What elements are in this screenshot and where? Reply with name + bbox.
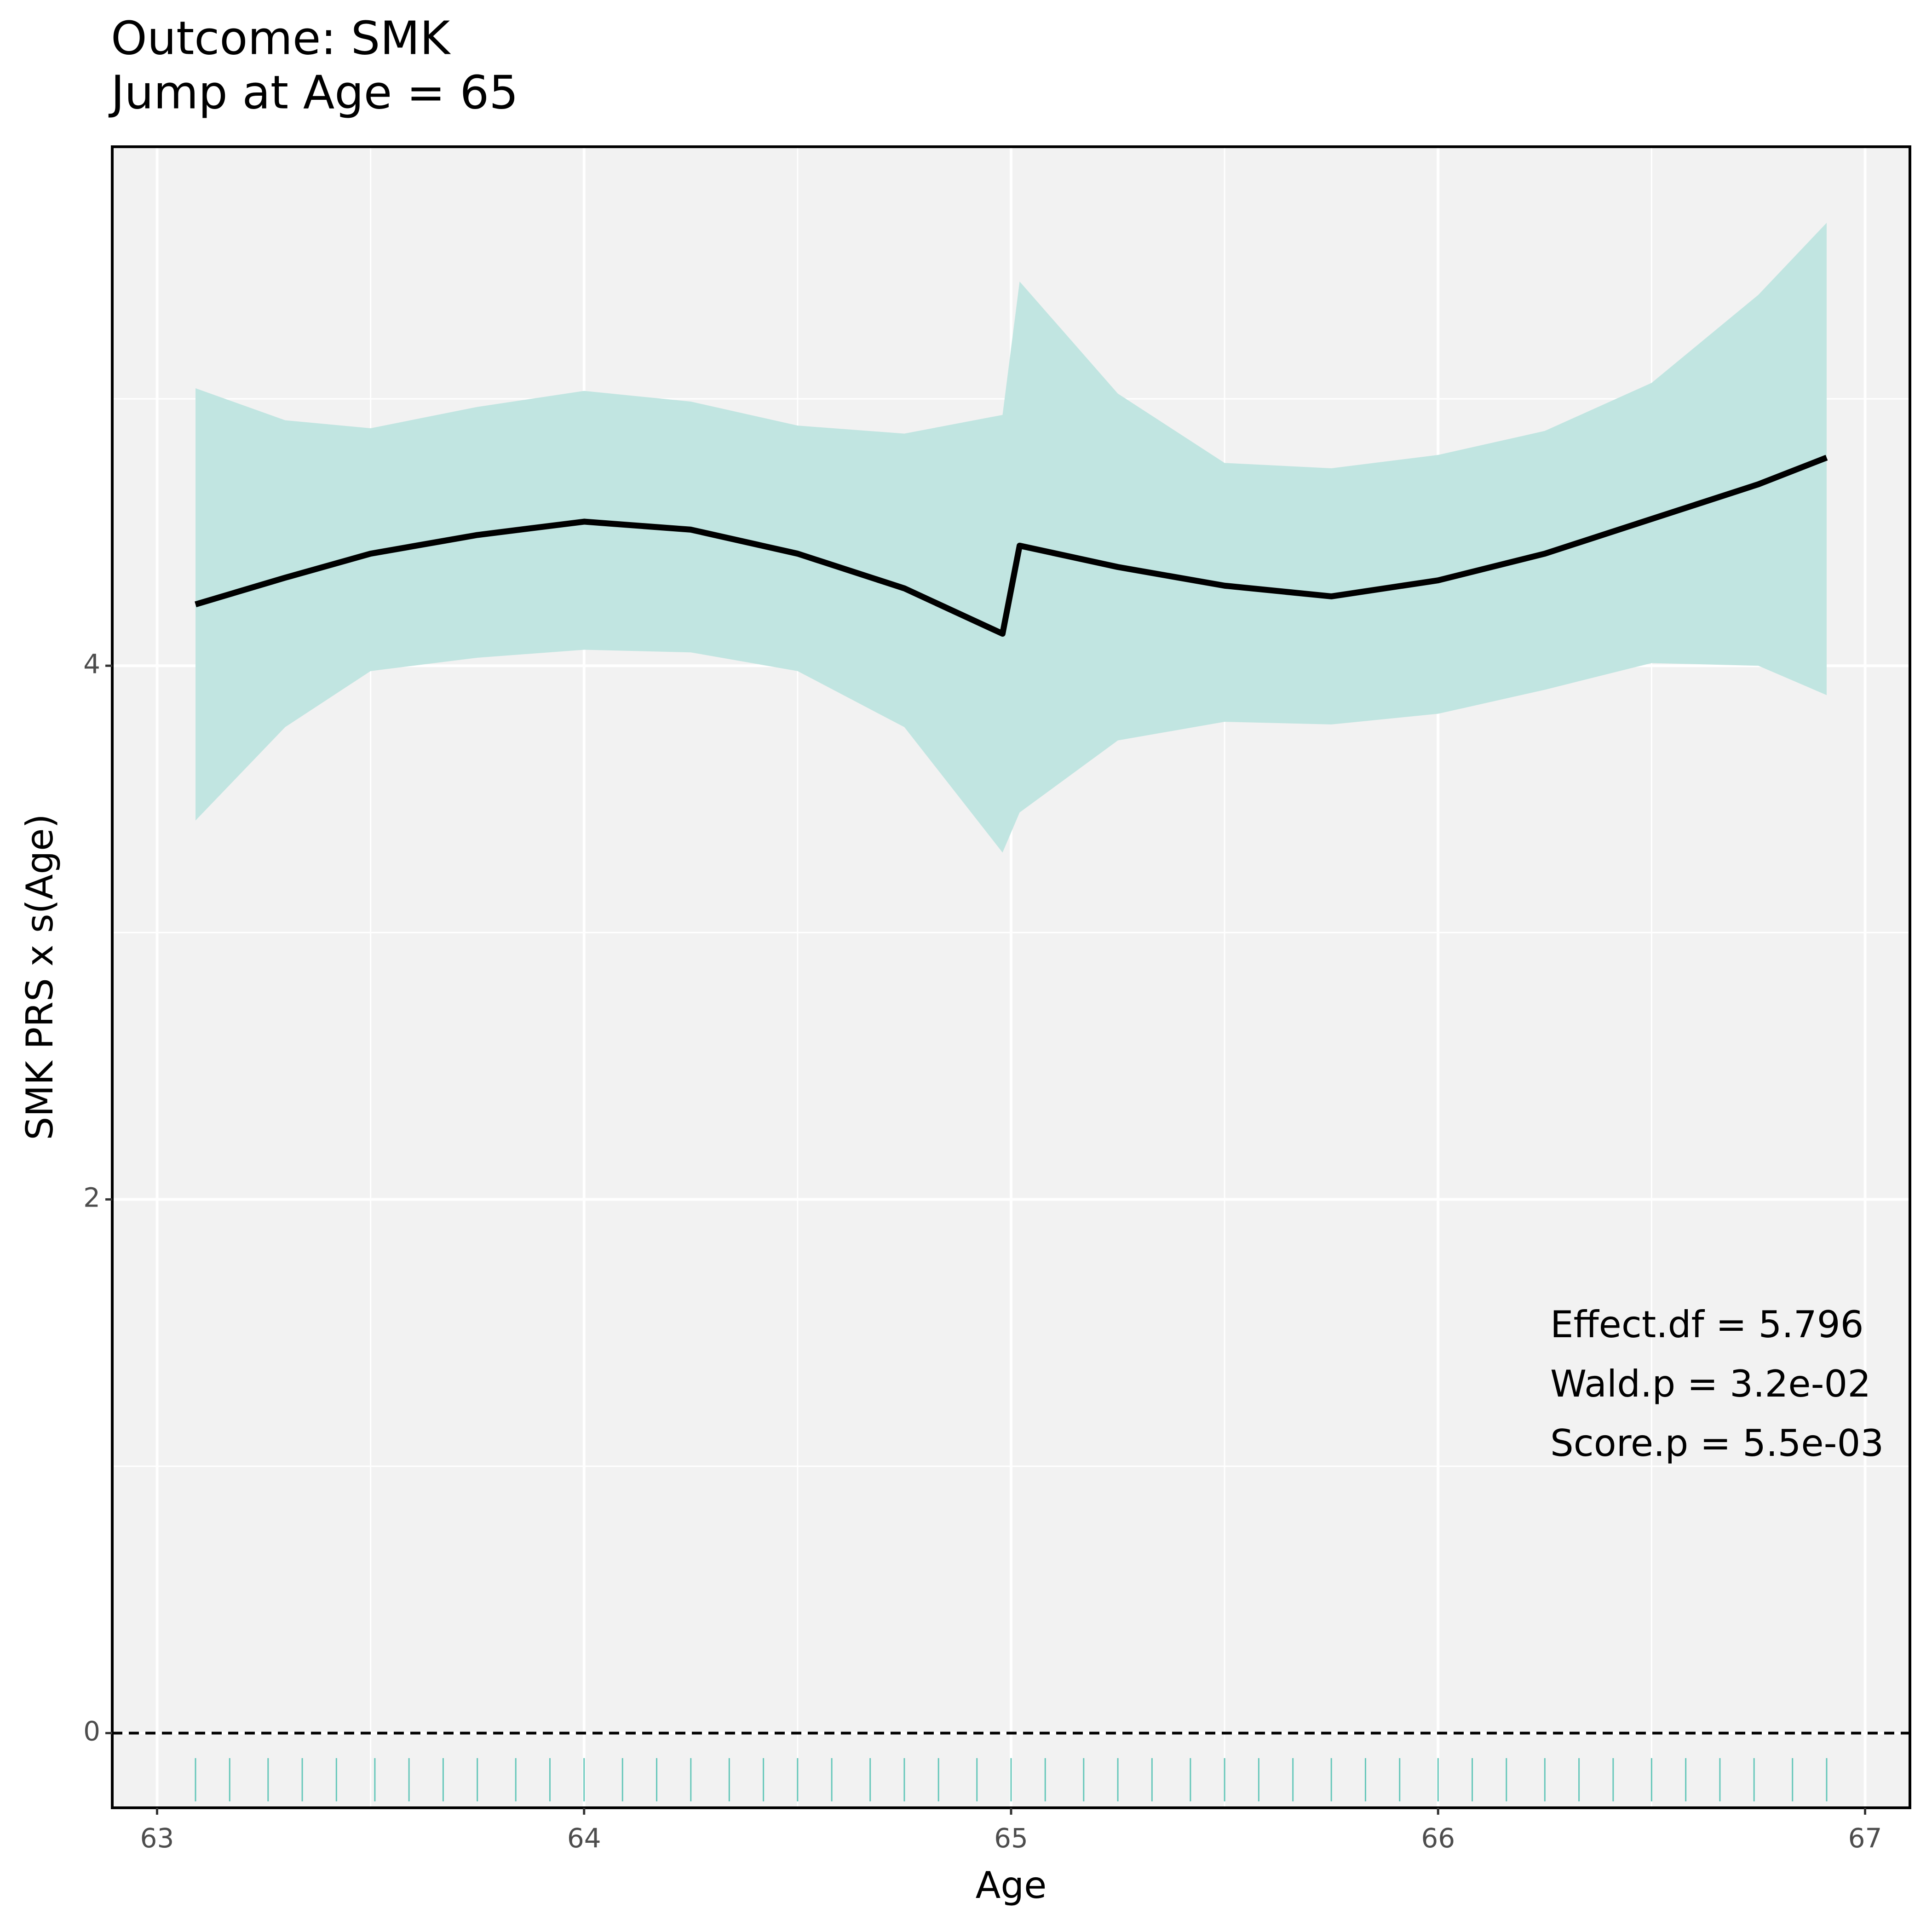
x-tick-label: 66: [1421, 1823, 1455, 1854]
x-tick-label: 63: [140, 1823, 174, 1854]
annotation: Score.p = 5.5e-03: [1550, 1422, 1884, 1465]
y-tick-label: 2: [83, 1182, 100, 1213]
chart-title: Outcome: SMK: [111, 11, 451, 65]
annotation: Wald.p = 3.2e-02: [1550, 1363, 1871, 1405]
y-tick-label: 4: [83, 648, 100, 679]
chart-subtitle: Jump at Age = 65: [108, 65, 518, 119]
plot-layer: [112, 147, 1910, 1808]
x-tick-label: 65: [994, 1823, 1028, 1854]
y-tick-label: 0: [83, 1716, 100, 1747]
x-axis-title: Age: [976, 1864, 1047, 1907]
y-axis-title: SMK PRS x s(Age): [18, 814, 61, 1140]
annotation: Effect.df = 5.796: [1550, 1303, 1864, 1346]
x-tick-label: 64: [567, 1823, 601, 1854]
fit-line: [195, 454, 1828, 637]
x-tick-label: 67: [1848, 1823, 1882, 1854]
confidence-band: [196, 223, 1827, 853]
